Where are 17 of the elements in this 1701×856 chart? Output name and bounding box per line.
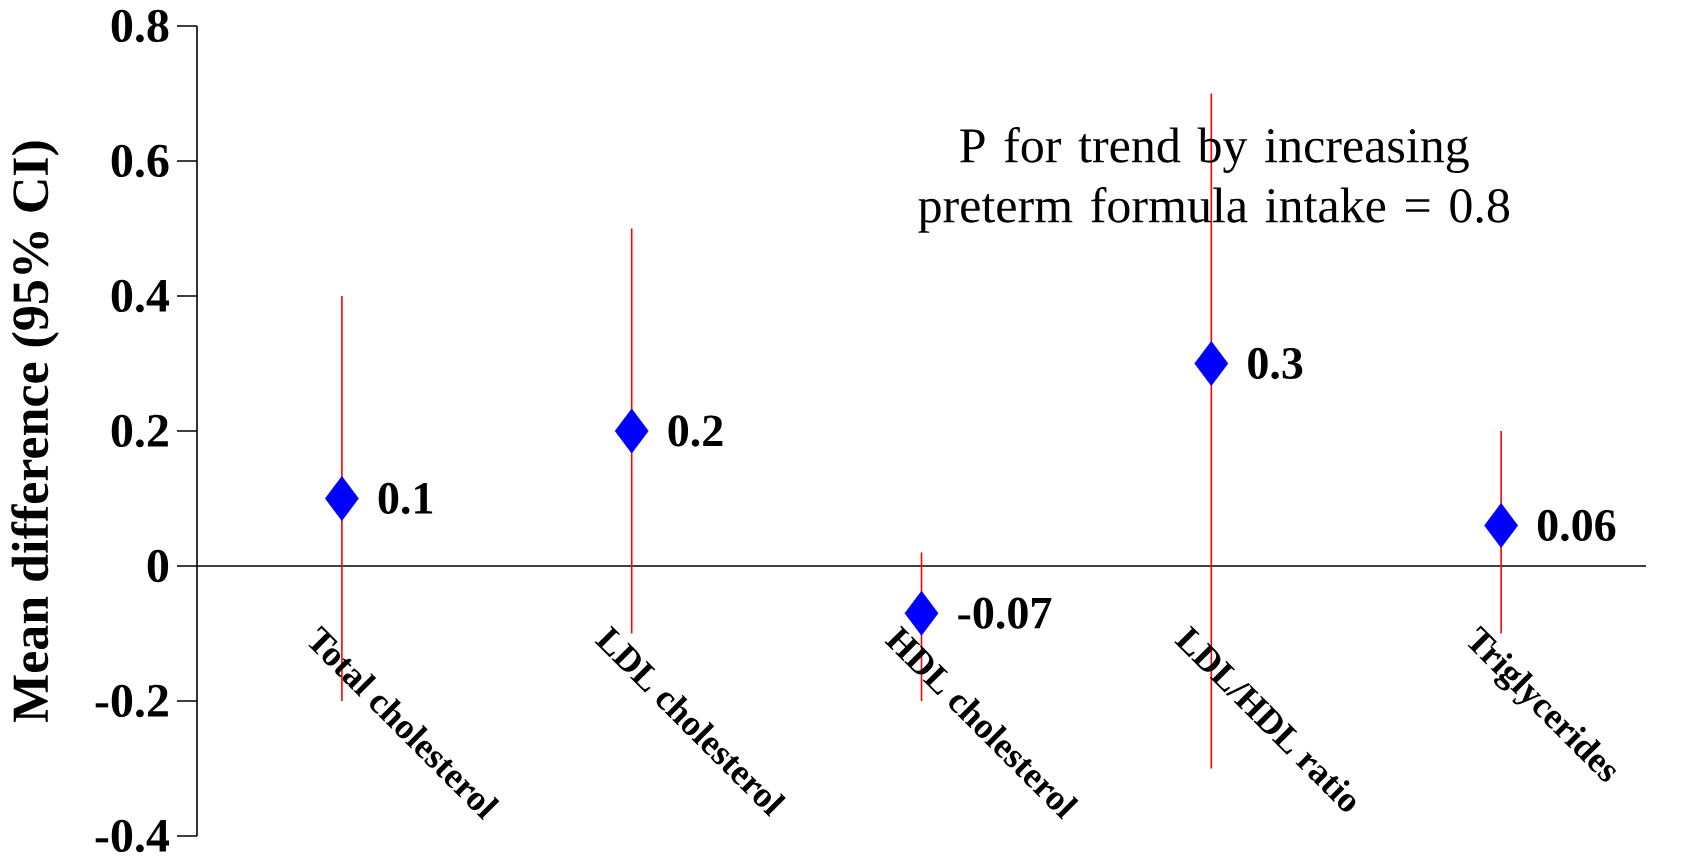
y-tick-label: 0.4 bbox=[111, 279, 170, 313]
point bbox=[1194, 341, 1229, 386]
data-label: 0.1 bbox=[378, 482, 433, 515]
y-tick-label: -0.4 bbox=[95, 819, 170, 853]
data-label: -0.07 bbox=[958, 597, 1052, 629]
data-label: 0.2 bbox=[668, 415, 723, 447]
y-tick-label: 0.2 bbox=[111, 414, 168, 448]
data-label: 0.3 bbox=[1248, 347, 1303, 380]
point bbox=[614, 408, 649, 454]
y-tick-label: 0.6 bbox=[111, 144, 169, 178]
y-tick-label: -0.2 bbox=[95, 684, 168, 718]
y-axis-title: Mean difference (95% CI) bbox=[11, 141, 59, 723]
point bbox=[1484, 503, 1519, 548]
data-label: 0.06 bbox=[1537, 509, 1616, 542]
y-tick-label: 0.8 bbox=[111, 9, 169, 43]
y-tick-label: 0 bbox=[147, 549, 169, 583]
point bbox=[325, 476, 359, 521]
